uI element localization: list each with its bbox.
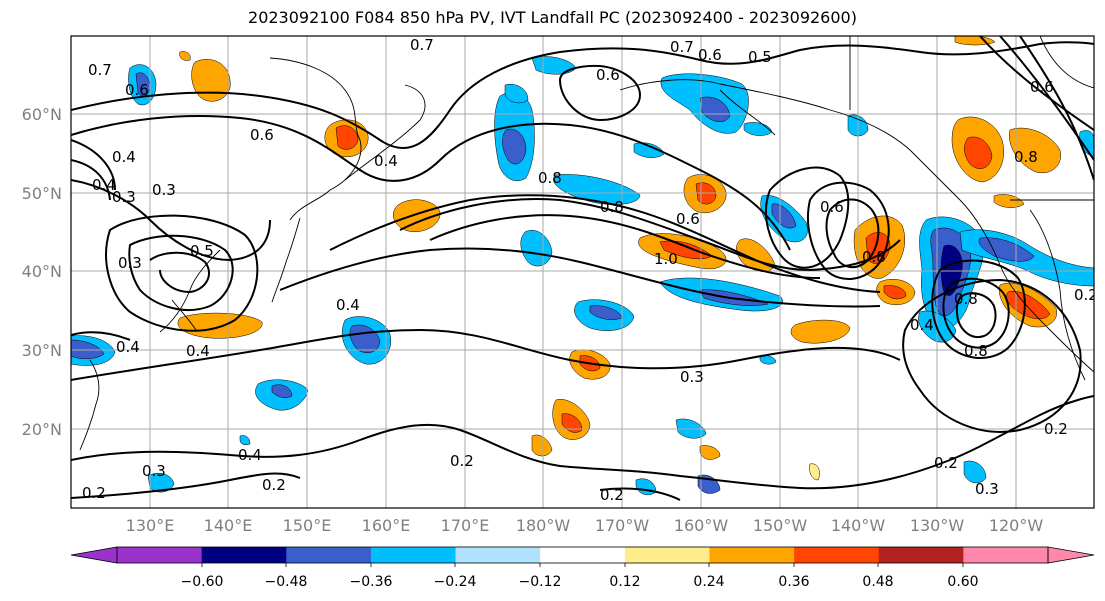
lon-label: 140°W: [831, 516, 886, 535]
contour-label: 0.2: [600, 486, 624, 504]
contour-label: 0.8: [862, 248, 886, 266]
contour-label: 0.7: [670, 38, 694, 56]
colorbar-tick-label: −0.12: [519, 574, 562, 590]
contour-label: 0.8: [964, 342, 988, 360]
contour-label: 0.2: [1074, 286, 1098, 304]
contour-label: 0.7: [410, 36, 434, 54]
map-panel: 0.7 0.6 0.5 0.6 0.7 0.6 0.6 0.4 0.3 0.4 …: [71, 36, 1098, 508]
shaded-anomalies: [71, 36, 1094, 496]
contour-label: 0.8: [954, 290, 978, 308]
lat-label: 60°N: [22, 105, 62, 124]
lon-label: 150°W: [753, 516, 808, 535]
contour-label: 0.8: [1014, 148, 1038, 166]
contour-label: 0.7: [88, 61, 112, 79]
colorbar-tick-label: −0.24: [434, 574, 477, 590]
contour-label: 0.4: [910, 316, 934, 334]
lon-label: 160°W: [674, 516, 729, 535]
contour-label: 0.3: [152, 181, 176, 199]
colorbar: −0.60 −0.48 −0.36 −0.24 −0.12 0.12 0.24 …: [70, 546, 1095, 590]
colorbar-frame: [116, 546, 1049, 564]
colorbar-tick-label: −0.36: [350, 574, 393, 590]
lon-label: 130°W: [910, 516, 965, 535]
contour-labels: 0.7 0.6 0.5 0.6 0.7 0.6 0.6 0.4 0.3 0.4 …: [82, 36, 1098, 504]
contour-label: 0.2: [450, 452, 474, 470]
contour-label: 0.2: [1044, 420, 1068, 438]
colorbar-tick-label: 0.60: [947, 574, 978, 590]
contour-label: 0.2: [82, 484, 106, 502]
colorbar-extend-min: [70, 546, 118, 564]
contour-label: 0.6: [250, 126, 274, 144]
lon-label: 170°W: [595, 516, 650, 535]
colorbar-extend-max: [1047, 546, 1095, 564]
lon-label: 150°E: [283, 516, 332, 535]
contour-label: 0.3: [680, 368, 704, 386]
contour-label: 0.3: [118, 254, 142, 272]
contour-label: 0.5: [748, 48, 772, 66]
colorbar-tick-label: 0.48: [862, 574, 893, 590]
colorbar-tick-label: 0.24: [693, 574, 724, 590]
colorbar-cell: [286, 547, 372, 563]
contour-label: 1.0: [654, 250, 678, 268]
colorbar-cell: [201, 547, 287, 563]
contour-label: 0.4: [92, 176, 116, 194]
colorbar-cell: [794, 547, 880, 563]
contour-label: 0.8: [538, 169, 562, 187]
map-title: 2023092100 F084 850 hPa PV, IVT Landfall…: [248, 8, 857, 27]
gridlines: [71, 36, 1094, 508]
contour-label: 0.5: [190, 242, 214, 260]
colorbar-ticks: −0.60 −0.48 −0.36 −0.24 −0.12 0.12 0.24 …: [181, 563, 979, 590]
colorbar-tick-label: −0.60: [181, 574, 224, 590]
contour-label: 0.6: [820, 198, 844, 216]
colorbar-cells: [70, 546, 1095, 564]
contour-label: 0.2: [262, 476, 286, 494]
contour-label: 0.6: [596, 66, 620, 84]
colorbar-cell: [117, 547, 203, 563]
latitude-labels: 60°N 50°N 40°N 30°N 20°N: [22, 105, 62, 439]
colorbar-tick-label: −0.48: [265, 574, 308, 590]
contour-label: 0.4: [374, 152, 398, 170]
lat-label: 50°N: [22, 184, 62, 203]
colorbar-cell: [455, 547, 541, 563]
colorbar-cell: [624, 547, 710, 563]
colorbar-tick-label: 0.12: [609, 574, 640, 590]
colorbar-cell: [370, 547, 457, 563]
map-frame: [70, 35, 1095, 509]
contour-label: 0.8: [600, 198, 624, 216]
contour-label: 0.3: [975, 480, 999, 498]
lon-label: 160°E: [362, 516, 411, 535]
contour-label: 0.4: [336, 296, 360, 314]
contour-label: 0.6: [125, 81, 149, 99]
colorbar-cell: [963, 547, 1049, 563]
colorbar-cell: [709, 547, 795, 563]
colorbar-cell: [878, 547, 964, 563]
contour-label: 0.4: [116, 338, 140, 356]
colorbar-cell: [540, 547, 626, 563]
longitude-labels: 130°E 140°E 150°E 160°E 170°E 180°W 170°…: [126, 516, 1044, 535]
lon-label: 170°E: [441, 516, 490, 535]
contour-label: 0.6: [1030, 78, 1054, 96]
coastlines: [79, 36, 1094, 451]
lat-label: 20°N: [22, 420, 62, 439]
contour-label: 0.2: [934, 454, 958, 472]
lat-label: 40°N: [22, 262, 62, 281]
lat-label: 30°N: [22, 341, 62, 360]
contour-label: 0.4: [186, 342, 210, 360]
lon-label: 140°E: [204, 516, 253, 535]
colorbar-tick-label: 0.36: [778, 574, 809, 590]
lon-label: 180°W: [516, 516, 571, 535]
contour-label: 0.4: [238, 446, 262, 464]
contour-label: 0.3: [112, 188, 136, 206]
contour-label: 0.6: [676, 210, 700, 228]
contour-label: 0.3: [142, 462, 166, 480]
lon-label: 120°W: [989, 516, 1044, 535]
lon-label: 130°E: [126, 516, 175, 535]
contour-label: 0.4: [112, 148, 136, 166]
contour-label: 0.6: [698, 46, 722, 64]
pv-contours: [71, 36, 1094, 501]
